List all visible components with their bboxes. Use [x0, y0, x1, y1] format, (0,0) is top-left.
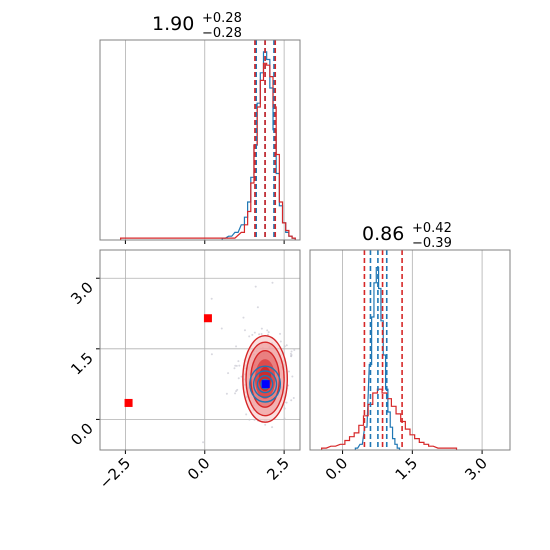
histogram-panel-param2: 0.0 1.5 3.0 — [309, 249, 511, 484]
scatter-sample-point — [234, 392, 237, 395]
param2-median-label: 0.86 — [362, 223, 404, 245]
scatter-sample-point — [210, 297, 213, 300]
scatter-sample-point — [267, 331, 270, 334]
scatter-sample-point — [290, 399, 293, 402]
scatter-sample-point — [271, 281, 274, 284]
hist2-series-0 — [354, 267, 401, 450]
scatter-sample-point — [293, 349, 296, 352]
scatter-sample-point — [291, 375, 294, 378]
scatter-sample-point — [248, 335, 251, 338]
hist2-xtick-label: 1.5 — [392, 454, 422, 484]
scatter-sample-point — [253, 418, 256, 421]
scatter-sample-point — [283, 345, 286, 348]
scatter-sample-point — [235, 364, 238, 367]
scatter-sample-point — [235, 345, 238, 348]
hist1-series-1 — [120, 62, 296, 240]
hist1-frame — [99, 39, 301, 241]
scatter-sample-point — [283, 417, 286, 420]
hist2-xtick-label: 3.0 — [461, 454, 491, 484]
red-square-marker-1 — [203, 314, 212, 323]
blue-contour-level-1 — [252, 370, 278, 398]
scatter-sample-point — [260, 327, 263, 330]
param1-lower-error: −0.28 — [202, 26, 242, 41]
scatter-sample-point — [245, 413, 248, 416]
blue-square-marker-0 — [261, 380, 270, 389]
scatter-ytick-label: 0.0 — [67, 420, 97, 450]
scatter-sample-point — [266, 329, 269, 332]
contour-panel-2d: −2.5 0.0 2.5 0.0 1.5 3.0 — [67, 249, 301, 493]
blue-contour-level-0 — [249, 365, 282, 403]
scatter-sample-point — [237, 360, 240, 363]
hist1-background — [100, 40, 300, 240]
scatter-sample-point — [234, 364, 237, 367]
scatter-sample-point — [283, 407, 286, 410]
scatter-sample-point — [240, 375, 243, 378]
scatter-ytick-label: 1.5 — [67, 349, 97, 379]
scatter-sample-point — [251, 333, 254, 336]
param1-median-label: 1.90 — [152, 13, 194, 35]
blue-contour-level-2 — [256, 374, 274, 394]
scatter-sample-point — [279, 340, 282, 343]
scatter-sample-point — [288, 370, 291, 373]
scatter-sample-point — [236, 388, 239, 391]
scatter-xtick-label: −2.5 — [96, 454, 134, 492]
scatter-sample-point — [225, 392, 228, 395]
scatter-sample-point — [264, 423, 267, 426]
scatter-sample-point — [242, 316, 245, 319]
scatter-sample-point — [210, 353, 213, 356]
scatter-sample-point — [220, 327, 223, 330]
param2-lower-error: −0.39 — [412, 236, 452, 251]
scatter-sample-point — [233, 367, 236, 370]
param1-upper-error: +0.28 — [202, 11, 242, 26]
scatter-xtick-label: 0.0 — [184, 454, 214, 484]
hist2-xtick-label: 0.0 — [322, 454, 352, 484]
hist2-background — [310, 250, 510, 450]
scatter-sample-point — [258, 333, 261, 336]
scatter-sample-point — [254, 285, 257, 288]
scatter-sample-point — [290, 355, 293, 358]
scatter-sample-point — [290, 350, 293, 353]
scatter-ytick-label: 3.0 — [67, 278, 97, 308]
scatter-sample-point — [289, 352, 292, 355]
scatter-sample-point — [279, 332, 282, 335]
scatter-frame — [99, 249, 301, 451]
scatter-sample-point — [237, 377, 240, 380]
scatter-sample-point — [202, 441, 205, 444]
scatter-sample-point — [253, 331, 256, 334]
param2-upper-error: +0.42 — [412, 221, 452, 236]
scatter-sample-point — [271, 426, 274, 429]
scatter-xtick-label: 2.5 — [263, 454, 293, 484]
scatter-sample-point — [248, 418, 251, 421]
scatter-sample-point — [285, 344, 288, 347]
hist2-frame — [309, 249, 511, 451]
scatter-sample-point — [243, 329, 246, 332]
red-square-marker-0 — [124, 398, 133, 407]
scatter-sample-point — [285, 401, 288, 404]
scatter-sample-point — [260, 332, 263, 335]
scatter-sample-point — [238, 364, 241, 367]
histogram-panel-param1 — [99, 39, 301, 244]
scatter-sample-point — [235, 390, 238, 393]
scatter-sample-point — [292, 396, 295, 399]
scatter-sample-point — [256, 306, 259, 309]
scatter-sample-point — [227, 372, 230, 375]
